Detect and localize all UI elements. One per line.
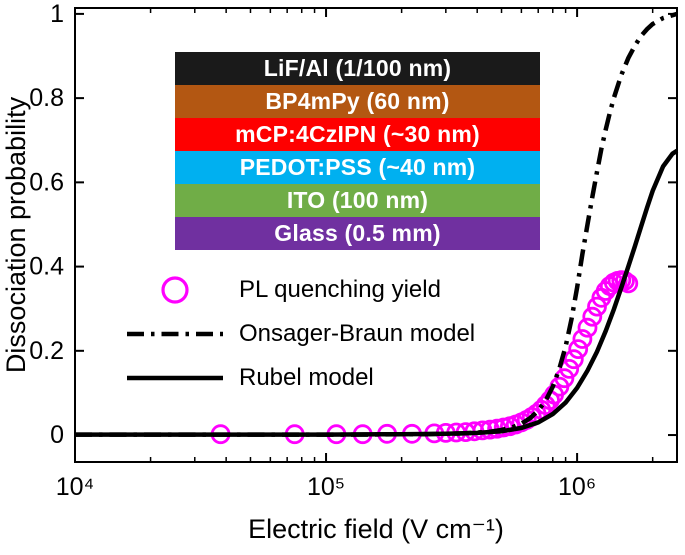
y-axis: 0 0.2 0.4 0.6 0.8 1 xyxy=(29,0,677,449)
legend: PL quenching yield Onsager-Braun model R… xyxy=(125,268,475,400)
solid-line-icon xyxy=(125,361,225,395)
legend-item-rubel: Rubel model xyxy=(125,356,475,400)
y-axis-label: Dissociation probability xyxy=(1,96,31,373)
x-tick-label: 10⁴ xyxy=(56,473,95,501)
layer-lif-al: LiF/Al (1/100 nm) xyxy=(175,52,540,85)
legend-label-pl-quenching: PL quenching yield xyxy=(239,276,441,303)
y-tick-label: 0.6 xyxy=(29,168,64,196)
x-axis-label: Electric field (V cm⁻¹) xyxy=(248,514,504,544)
y-tick-label: 1 xyxy=(50,0,64,28)
x-axis: 10⁴ 10⁵ 10⁶ xyxy=(56,8,654,501)
y-tick-label: 0.4 xyxy=(29,253,64,281)
x-tick-label: 10⁵ xyxy=(307,473,345,501)
open-circle-marker-icon xyxy=(125,273,225,307)
plot-frame xyxy=(74,7,678,463)
x-tick-label: 10⁶ xyxy=(558,473,596,501)
y-tick-label: 0 xyxy=(50,421,64,449)
legend-item-pl-quenching: PL quenching yield xyxy=(125,268,475,312)
layer-glass: Glass (0.5 mm) xyxy=(175,217,540,250)
y-tick-label: 0.2 xyxy=(29,337,64,365)
legend-label-rubel: Rubel model xyxy=(239,364,374,391)
layer-pedot-pss: PEDOT:PSS (~40 nm) xyxy=(175,151,540,184)
device-stack-inset: LiF/Al (1/100 nm) BP4mPy (60 nm) mCP:4Cz… xyxy=(175,52,540,250)
layer-mcp-4czipn: mCP:4CzIPN (~30 nm) xyxy=(175,118,540,151)
layer-bp4mpy: BP4mPy (60 nm) xyxy=(175,85,540,118)
layer-ito: ITO (100 nm) xyxy=(175,184,540,217)
legend-label-onsager-braun: Onsager-Braun model xyxy=(239,320,476,347)
legend-item-onsager-braun: Onsager-Braun model xyxy=(125,312,475,356)
series-rubel-model xyxy=(75,148,679,437)
y-tick-label: 0.8 xyxy=(29,84,64,112)
dash-dot-line-icon xyxy=(125,317,225,351)
